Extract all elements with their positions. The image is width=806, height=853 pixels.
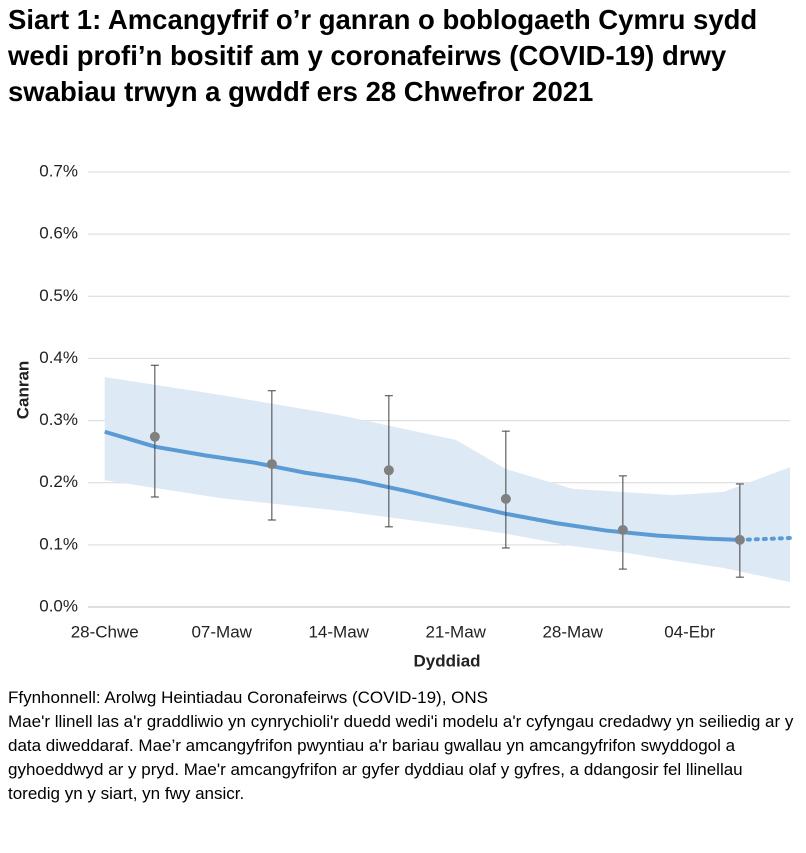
x-axis-title: Dyddiad — [413, 651, 480, 670]
point-estimate — [266, 459, 277, 470]
y-tick-label: 0.5% — [39, 286, 78, 305]
note: Mae'r llinell las a'r graddliwio yn cynr… — [8, 712, 794, 803]
x-tick-label: 07-Maw — [191, 622, 252, 641]
trend-line-uncertain — [737, 536, 792, 542]
y-tick-label: 0.2% — [39, 472, 78, 491]
y-tick-label: 0.1% — [39, 534, 78, 553]
y-tick-label: 0.6% — [39, 224, 78, 243]
x-tick-label: 04-Ebr — [664, 622, 715, 641]
y-axis-title: Canran — [13, 361, 32, 420]
x-tick-label: 21-Maw — [425, 622, 486, 641]
y-tick-label: 0.7% — [39, 161, 78, 180]
credible-interval — [104, 377, 790, 583]
x-tick-label: 28-Chwe — [71, 622, 139, 641]
point-estimate — [383, 465, 394, 476]
y-tick-label: 0.4% — [39, 348, 78, 367]
point-estimate — [500, 493, 511, 504]
chart: Canran Dyddiad 0.0% 0.1% 0.2% 0.3% 0.4% 0.5% 0… — [13, 161, 792, 670]
footer: Ffynhonnell: Arolwg Heintiadau Coronafei… — [8, 686, 798, 806]
point-estimate — [734, 534, 745, 545]
x-tick-label: 28-Maw — [542, 622, 603, 641]
y-tick-label: 0.3% — [39, 410, 78, 429]
source: Ffynhonnell: Arolwg Heintiadau Coronafei… — [8, 688, 488, 707]
point-estimate — [617, 524, 628, 535]
chart-title: Siart 1: Amcangyfrif o’r ganran o boblog… — [8, 4, 758, 107]
x-tick-label: 14-Maw — [308, 622, 369, 641]
y-tick-label: 0.0% — [39, 596, 78, 615]
point-estimate — [149, 431, 160, 442]
trend-line — [104, 429, 740, 542]
